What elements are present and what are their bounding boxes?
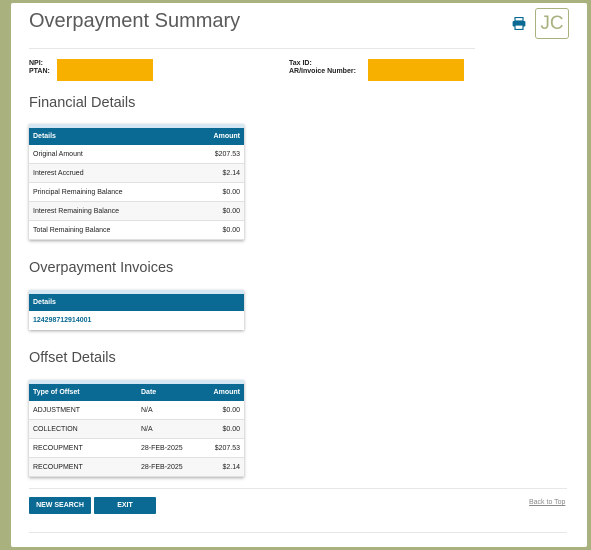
table-row: Interest Remaining Balance $0.00: [29, 202, 244, 221]
header-amount: Amount: [213, 389, 240, 396]
table-body: ADJUSTMENT N/A $0.00 COLLECTION N/A $0.0…: [29, 401, 244, 477]
header-amount: Amount: [213, 133, 240, 140]
row-label: Interest Remaining Balance: [33, 208, 119, 215]
ptan-label: PTAN:: [29, 68, 50, 75]
row-label: Original Amount: [33, 151, 83, 158]
offset-amount: $0.00: [222, 426, 240, 433]
offset-date: N/A: [141, 426, 153, 433]
header-details: Details: [33, 299, 56, 306]
exit-button[interactable]: EXIT: [94, 497, 156, 514]
table-row: Interest Accrued $2.14: [29, 164, 244, 183]
page-title: Overpayment Summary: [29, 10, 241, 32]
divider: [29, 532, 567, 533]
overpayment-invoices-table: Details 124298712914001: [29, 290, 244, 330]
offset-amount: $207.53: [214, 445, 240, 452]
table-row: 124298712914001: [29, 311, 244, 330]
row-amount: $0.00: [222, 208, 240, 215]
offset-type: ADJUSTMENT: [33, 407, 81, 414]
row-label: Total Remaining Balance: [33, 227, 111, 234]
header-date: Date: [141, 389, 157, 396]
redacted-npi-ptan: [57, 59, 153, 81]
npi-label: NPI:: [29, 60, 43, 67]
tax-id-label: Tax ID:: [289, 60, 312, 67]
offset-details-table: Type of Offset Date Amount ADJUSTMENT N/…: [29, 380, 244, 477]
row-amount: $2.14: [222, 170, 240, 177]
offset-type: COLLECTION: [33, 426, 78, 433]
ar-invoice-label: AR/Invoice Number:: [289, 68, 356, 75]
table-header: Details Amount: [29, 128, 244, 145]
financial-details-table: Details Amount Original Amount $207.53 I…: [29, 124, 244, 240]
print-icon[interactable]: [512, 17, 526, 30]
invoice-link[interactable]: 124298712914001: [33, 317, 92, 324]
table-row: Total Remaining Balance $0.00: [29, 221, 244, 240]
table-row: COLLECTION N/A $0.00: [29, 420, 244, 439]
offset-type: RECOUPMENT: [33, 464, 83, 471]
table-header: Type of Offset Date Amount: [29, 384, 244, 401]
row-amount: $0.00: [222, 189, 240, 196]
row-amount: $0.00: [222, 227, 240, 234]
redacted-tax-ar: [368, 59, 464, 81]
table-top-strip: [29, 380, 244, 384]
table-row: Principal Remaining Balance $0.00: [29, 183, 244, 202]
table-row: ADJUSTMENT N/A $0.00: [29, 401, 244, 420]
user-avatar[interactable]: JC: [535, 8, 569, 39]
offset-details-title: Offset Details: [29, 350, 116, 366]
table-body: Original Amount $207.53 Interest Accrued…: [29, 145, 244, 240]
overpayment-invoices-title: Overpayment Invoices: [29, 260, 174, 276]
table-header: Details: [29, 294, 244, 311]
new-search-button[interactable]: NEW SEARCH: [29, 497, 91, 514]
offset-amount: $0.00: [222, 407, 240, 414]
table-row: RECOUPMENT 28-FEB-2025 $2.14: [29, 458, 244, 477]
table-top-strip: [29, 124, 244, 128]
table-row: RECOUPMENT 28-FEB-2025 $207.53: [29, 439, 244, 458]
offset-type: RECOUPMENT: [33, 445, 83, 452]
table-row: Original Amount $207.53: [29, 145, 244, 164]
header-type: Type of Offset: [33, 389, 80, 396]
offset-date: 28-FEB-2025: [141, 445, 183, 452]
row-label: Principal Remaining Balance: [33, 189, 123, 196]
divider: [29, 488, 567, 489]
back-to-top-link[interactable]: Back to Top: [529, 499, 566, 506]
divider: [29, 48, 475, 49]
row-label: Interest Accrued: [33, 170, 84, 177]
offset-date: 28-FEB-2025: [141, 464, 183, 471]
row-amount: $207.53: [214, 151, 240, 158]
financial-details-title: Financial Details: [29, 95, 136, 111]
offset-date: N/A: [141, 407, 153, 414]
table-top-strip: [29, 290, 244, 294]
offset-amount: $2.14: [222, 464, 240, 471]
header-details: Details: [33, 133, 56, 140]
